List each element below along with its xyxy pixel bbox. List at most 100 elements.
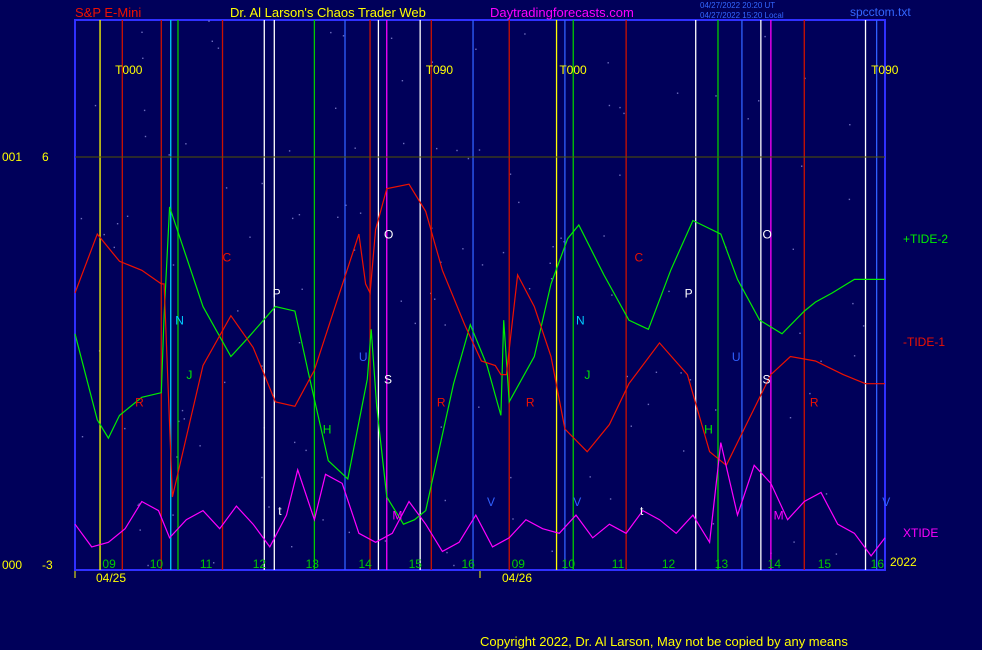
star-dot [94,104,97,107]
star-dot [261,365,263,367]
event-marker-t: t [640,504,644,518]
star-dot [758,100,760,102]
star-dot [249,236,251,238]
event-marker-n: N [576,314,585,328]
star-dot [176,456,178,458]
star-dot [626,375,628,378]
star-dot [607,62,609,64]
y-axis-tick-label: 6 [42,150,49,164]
event-marker-t: t [278,504,282,518]
event-marker-u: U [359,350,368,364]
star-dot [764,35,766,38]
star-dot [801,165,803,167]
star-dot [403,142,405,145]
tide2-line [74,206,885,525]
star-dot [80,217,83,220]
star-dot [211,40,213,42]
event-marker-n: N [175,314,184,328]
star-dot [453,564,455,567]
star-dot [261,476,263,479]
vertical-lines [99,20,878,570]
star-dot [139,529,141,531]
star-dot [835,553,838,555]
star-dot [446,551,448,554]
y-axis-outer-label: 001 [2,150,22,164]
event-marker-m: M [774,509,784,523]
plot-frame [74,19,886,571]
x-hour-label: 10 [562,557,576,571]
star-dot [608,104,611,107]
star-dot [820,360,822,362]
star-dot [224,381,226,384]
star-dot [434,298,436,300]
star-dot [509,173,512,175]
star-dot [689,379,692,381]
star-dot [143,109,146,112]
xtide-line [74,442,886,557]
event-marker-s: S [763,373,771,387]
x-hour-label: 14 [768,557,782,571]
star-dot [268,506,270,508]
star-dot [456,149,458,152]
star-dot [298,342,301,344]
star-dot [849,124,851,126]
star-dot [138,503,140,505]
website-link[interactable]: Daytradingforecasts.com [490,5,634,20]
x-hour-label: 16 [461,557,475,571]
event-marker-u: U [732,350,741,364]
star-dot [655,371,658,373]
star-dot [168,154,170,156]
x-hour-label: 09 [102,557,116,571]
star-dot [81,436,84,438]
star-dot [414,322,416,325]
star-dot [335,107,337,109]
event-marker-m: M [392,509,402,523]
star-dot [589,476,591,478]
star-dot [237,310,239,312]
phase-label: T000 [115,63,143,77]
star-dot [647,403,650,406]
star-dot [712,523,715,525]
event-marker-r: R [135,395,144,409]
star-dot [384,540,387,542]
star-dot [550,278,553,280]
star-dot [213,562,215,564]
star-dot [292,217,294,220]
x-hour-label: 09 [512,557,526,571]
star-dot [181,409,184,412]
star-dot [172,514,174,516]
star-dot [208,20,210,22]
event-marker-h: H [704,423,713,437]
star-dot [524,33,526,35]
timestamp-local: 04/27/2022 15:20 Local [700,11,784,20]
star-dot [354,147,356,149]
star-dot [431,61,433,63]
star-dot [217,47,220,49]
chart-title: Dr. Al Larson's Chaos Trader Web [230,5,426,20]
star-dot [390,37,393,39]
star-dot [481,264,484,266]
event-marker-r: R [437,395,446,409]
star-dot [563,241,565,243]
series-end-label: +TIDE-2 [903,232,948,246]
marker-layer: R N J C P H U S O M R V R V N J C P H U O S M R Vt t [135,228,890,523]
star-dot [630,425,632,427]
star-dot [126,215,129,217]
event-marker-c: C [634,250,643,264]
star-dot [715,409,717,411]
star-dot [560,237,562,239]
star-dot [225,187,228,189]
star-dot [792,248,794,250]
star-dot [124,427,126,430]
star-dot [623,112,625,115]
star-dot [291,546,293,548]
event-marker-s: S [384,373,392,387]
timestamp-ut: 04/27/2022 20:20 UT [700,1,776,10]
star-dot [298,214,301,216]
star-dot [789,417,792,419]
star-dot [172,264,175,266]
phase-label: T090 [871,63,899,77]
event-marker-o: O [384,228,393,242]
star-dot [467,157,470,160]
star-dot [440,426,442,428]
